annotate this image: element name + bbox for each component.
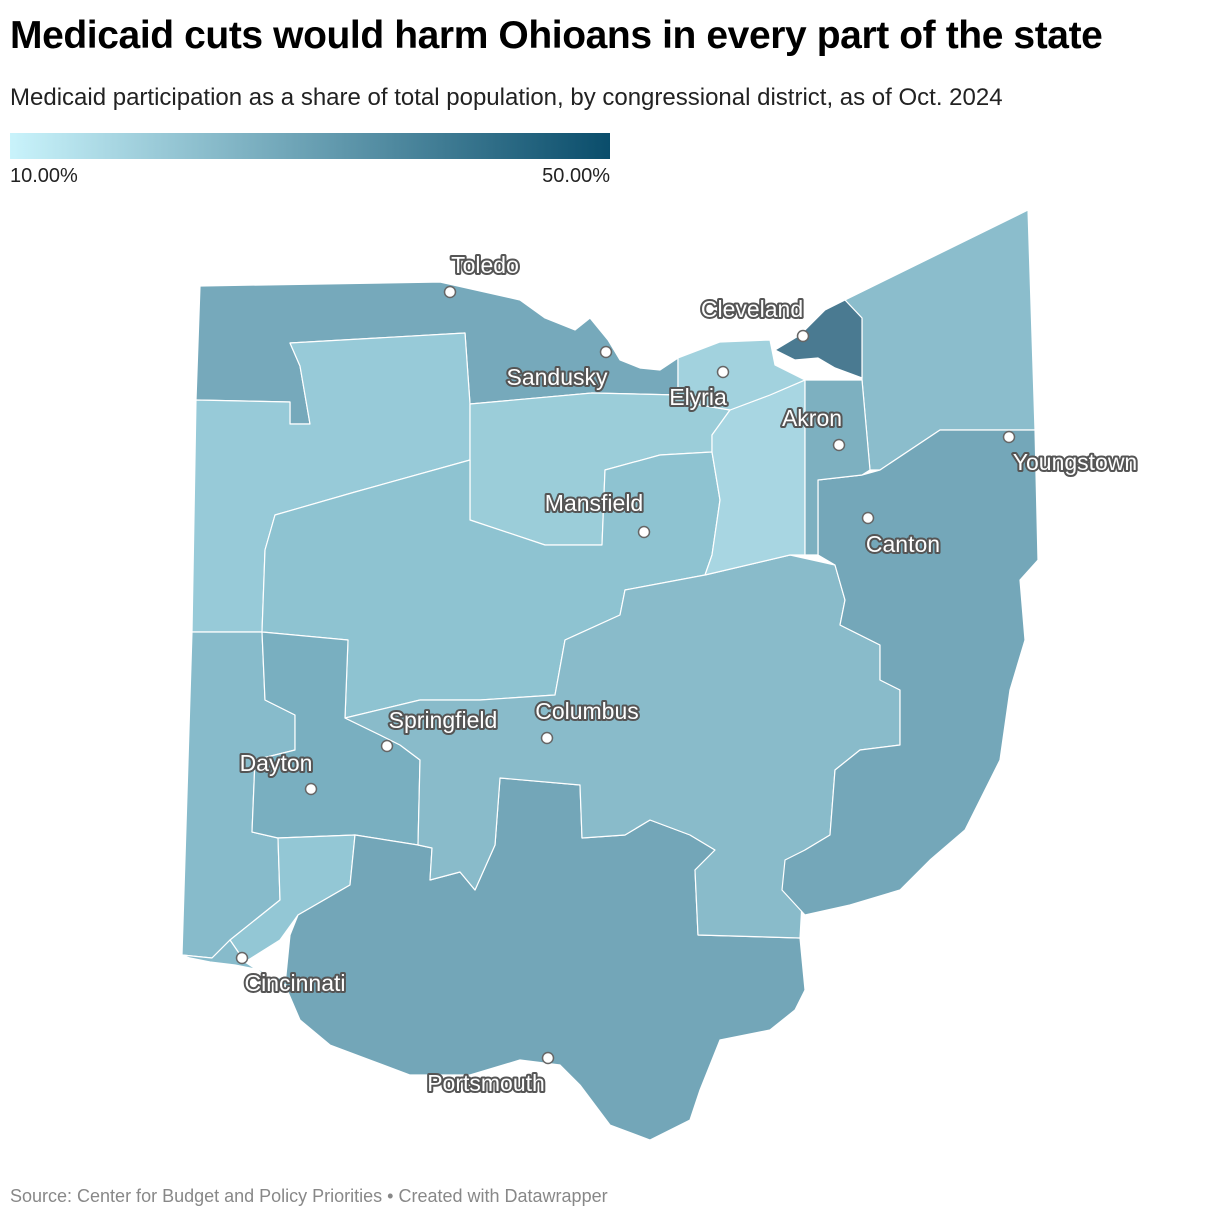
city-label-toledo: Toledo [451,252,519,278]
city-marker-elyria [716,365,730,379]
district-elyria[interactable] [677,339,806,411]
city-marker-dayton [304,782,318,796]
city-label-portsmouth: Portsmouth [427,1070,545,1096]
chart-subtitle: Medicaid participation as a share of tot… [10,84,1003,111]
city-marker-youngstown [1002,430,1016,444]
city-marker-portsmouth [541,1051,555,1065]
city-marker-canton [861,511,875,525]
city-marker-akron [832,438,846,452]
chart-title: Medicaid cuts would harm Ohioans in ever… [10,14,1103,57]
city-label-sandusky: Sandusky [506,364,608,390]
ohio-district-map: Toledo Sandusky Cleveland Elyria Akron Youngs… [181,209,1139,1141]
city-label-canton: Canton [866,531,940,557]
city-label-cincinnati: Cincinnati [245,970,346,996]
city-marker-cleveland [796,329,810,343]
city-label-elyria: Elyria [669,384,727,410]
legend-gradient-bar [10,133,610,159]
city-marker-toledo [443,285,457,299]
city-label-dayton: Dayton [240,750,313,776]
district-cleveland[interactable] [774,299,863,379]
city-marker-mansfield [637,525,651,539]
legend-min-label: 10.00% [10,165,78,187]
district-cincinnati[interactable] [181,939,291,986]
source-footer: Source: Center for Budget and Policy Pri… [10,1186,608,1206]
city-label-springfield: Springfield [389,707,498,733]
city-label-columbus: Columbus [535,698,639,724]
city-label-akron: Akron [782,405,842,431]
color-legend: 10.00% 50.00% [10,133,610,187]
city-marker-sandusky [599,345,613,359]
city-marker-columbus [540,731,554,745]
city-label-youngstown: Youngstown [1013,449,1137,475]
district-east[interactable] [781,429,1039,916]
city-marker-cincinnati [235,951,249,965]
legend-max-label: 50.00% [542,165,610,187]
city-marker-springfield [380,739,394,753]
city-label-mansfield: Mansfield [545,490,643,516]
district-summit[interactable] [804,379,871,556]
city-label-cleveland: Cleveland [701,296,803,322]
